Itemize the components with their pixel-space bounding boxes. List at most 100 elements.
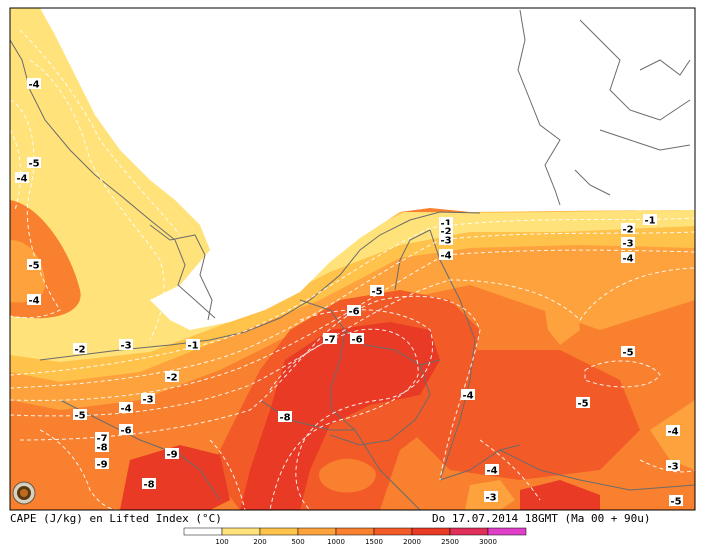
cape-patch-1000-center (319, 458, 376, 493)
svg-text:-5: -5 (28, 261, 39, 272)
lifted-index-label: -4 (485, 464, 499, 477)
svg-text:-4: -4 (120, 404, 131, 415)
lifted-index-label: -5 (576, 397, 590, 410)
svg-text:-4: -4 (440, 251, 451, 262)
map-datetime: Do 17.07.2014 18GMT (Ma 00 + 90u) (432, 512, 651, 525)
svg-text:-2: -2 (440, 227, 451, 238)
svg-text:-3: -3 (142, 395, 153, 406)
lifted-index-label: -4 (461, 389, 475, 402)
lifted-index-label: -8 (142, 478, 156, 491)
legend-swatch (221, 527, 261, 536)
legend-tick-label: 1500 (365, 538, 383, 546)
lifted-index-label: -4 (27, 78, 41, 91)
cape-band-2000-south (120, 445, 230, 510)
svg-text:-9: -9 (96, 460, 107, 471)
lifted-index-label: -2 (73, 343, 87, 356)
lifted-index-label: -8 (278, 411, 292, 424)
svg-text:-3: -3 (622, 239, 633, 250)
svg-text:-6: -6 (348, 307, 359, 318)
lifted-index-label: -2 (165, 371, 179, 384)
no-cape-region (40, 8, 695, 330)
cape-patch-1000-east (540, 280, 580, 345)
lifted-index-label: -3 (119, 339, 133, 352)
lifted-index-label: -3 (484, 491, 498, 504)
lifted-index-label: -4 (15, 172, 29, 185)
lifted-index-label: -5 (27, 259, 41, 272)
lifted-index-label: -5 (621, 346, 635, 359)
svg-text:-2: -2 (166, 373, 177, 384)
svg-text:-3: -3 (440, 236, 451, 247)
lifted-index-label: -1 (643, 214, 657, 227)
lifted-index-label: -5 (27, 157, 41, 170)
lifted-index-label: -1 (439, 217, 453, 230)
svg-text:-5: -5 (622, 348, 633, 359)
svg-text:-6: -6 (351, 335, 362, 346)
weather-logo (12, 481, 36, 505)
lifted-index-label: -2 (621, 223, 635, 236)
svg-text:-7: -7 (324, 335, 335, 346)
legend-tick-label: 100 (215, 538, 228, 546)
legend-tick-label: 500 (291, 538, 304, 546)
lifted-index-label: -1 (186, 339, 200, 352)
svg-text:-5: -5 (28, 159, 39, 170)
legend-tick-label: 3000 (479, 538, 497, 546)
svg-text:-7: -7 (96, 434, 107, 445)
lifted-index-label: -6 (119, 424, 133, 437)
lifted-index-label: -8 (95, 441, 109, 454)
svg-text:-1: -1 (644, 216, 655, 227)
svg-text:-8: -8 (279, 413, 290, 424)
lifted-index-label: -3 (666, 460, 680, 473)
lifted-index-labels: -4-5-4-5-4-2-3-1-2-3-4-5-6-7-8-9-9-8-7-8… (15, 78, 683, 508)
cape-lifted-index-map: -4-5-4-5-4-2-3-1-2-3-4-5-6-7-8-9-9-8-7-8… (9, 7, 696, 511)
svg-text:-4: -4 (622, 254, 633, 265)
lifted-index-label: -6 (347, 305, 361, 318)
legend-swatch (259, 527, 299, 536)
svg-text:-9: -9 (166, 450, 177, 461)
legend-swatch (449, 527, 489, 536)
lifted-index-label: -5 (73, 409, 87, 422)
cape-band-100 (10, 8, 695, 362)
lifted-index-label: -4 (439, 249, 453, 262)
lifted-index-label: -9 (95, 458, 109, 471)
country-borders (59, 229, 695, 510)
legend-tick-label: 2500 (441, 538, 459, 546)
svg-text:-4: -4 (28, 296, 39, 307)
svg-text:-4: -4 (28, 80, 39, 91)
lifted-index-label: -7 (323, 333, 337, 346)
svg-text:-1: -1 (440, 219, 451, 230)
lifted-index-label: -4 (27, 294, 41, 307)
svg-text:-5: -5 (577, 399, 588, 410)
svg-text:-4: -4 (667, 427, 678, 438)
lifted-index-label: -4 (621, 252, 635, 265)
svg-text:-8: -8 (96, 443, 107, 454)
lifted-index-label: -5 (669, 495, 683, 508)
svg-text:-3: -3 (667, 462, 678, 473)
legend-tick-label: 200 (253, 538, 266, 546)
lifted-index-label: -5 (370, 285, 384, 298)
svg-text:-3: -3 (120, 341, 131, 352)
lifted-index-label: -7 (95, 432, 109, 445)
legend-swatch (297, 527, 337, 536)
svg-text:-3: -3 (485, 493, 496, 504)
cape-color-legend: 100 200 500 1000 1500 2000 2500 3000 (183, 527, 527, 546)
lifted-index-label: -3 (621, 237, 635, 250)
lifted-index-label: -9 (165, 448, 179, 461)
legend-tick-label: 1000 (327, 538, 345, 546)
lifted-index-label: -3 (141, 393, 155, 406)
lifted-index-contours (10, 29, 695, 510)
map-title: CAPE (J/kg) en Lifted Index (°C) (10, 512, 222, 525)
cape-band-1500-east (410, 350, 640, 480)
svg-text:-5: -5 (371, 287, 382, 298)
legend-swatch (183, 527, 223, 536)
legend-swatch (487, 527, 527, 536)
svg-text:-6: -6 (120, 426, 131, 437)
cape-lobe-west-500 (10, 240, 45, 303)
legend-swatch (373, 527, 413, 536)
svg-text:-4: -4 (16, 174, 27, 185)
map-frame (9, 7, 696, 511)
lifted-index-label: -6 (350, 333, 364, 346)
svg-text:-2: -2 (622, 225, 633, 236)
lifted-index-label: -4 (666, 425, 680, 438)
svg-text:-1: -1 (187, 341, 198, 352)
svg-text:-4: -4 (486, 466, 497, 477)
